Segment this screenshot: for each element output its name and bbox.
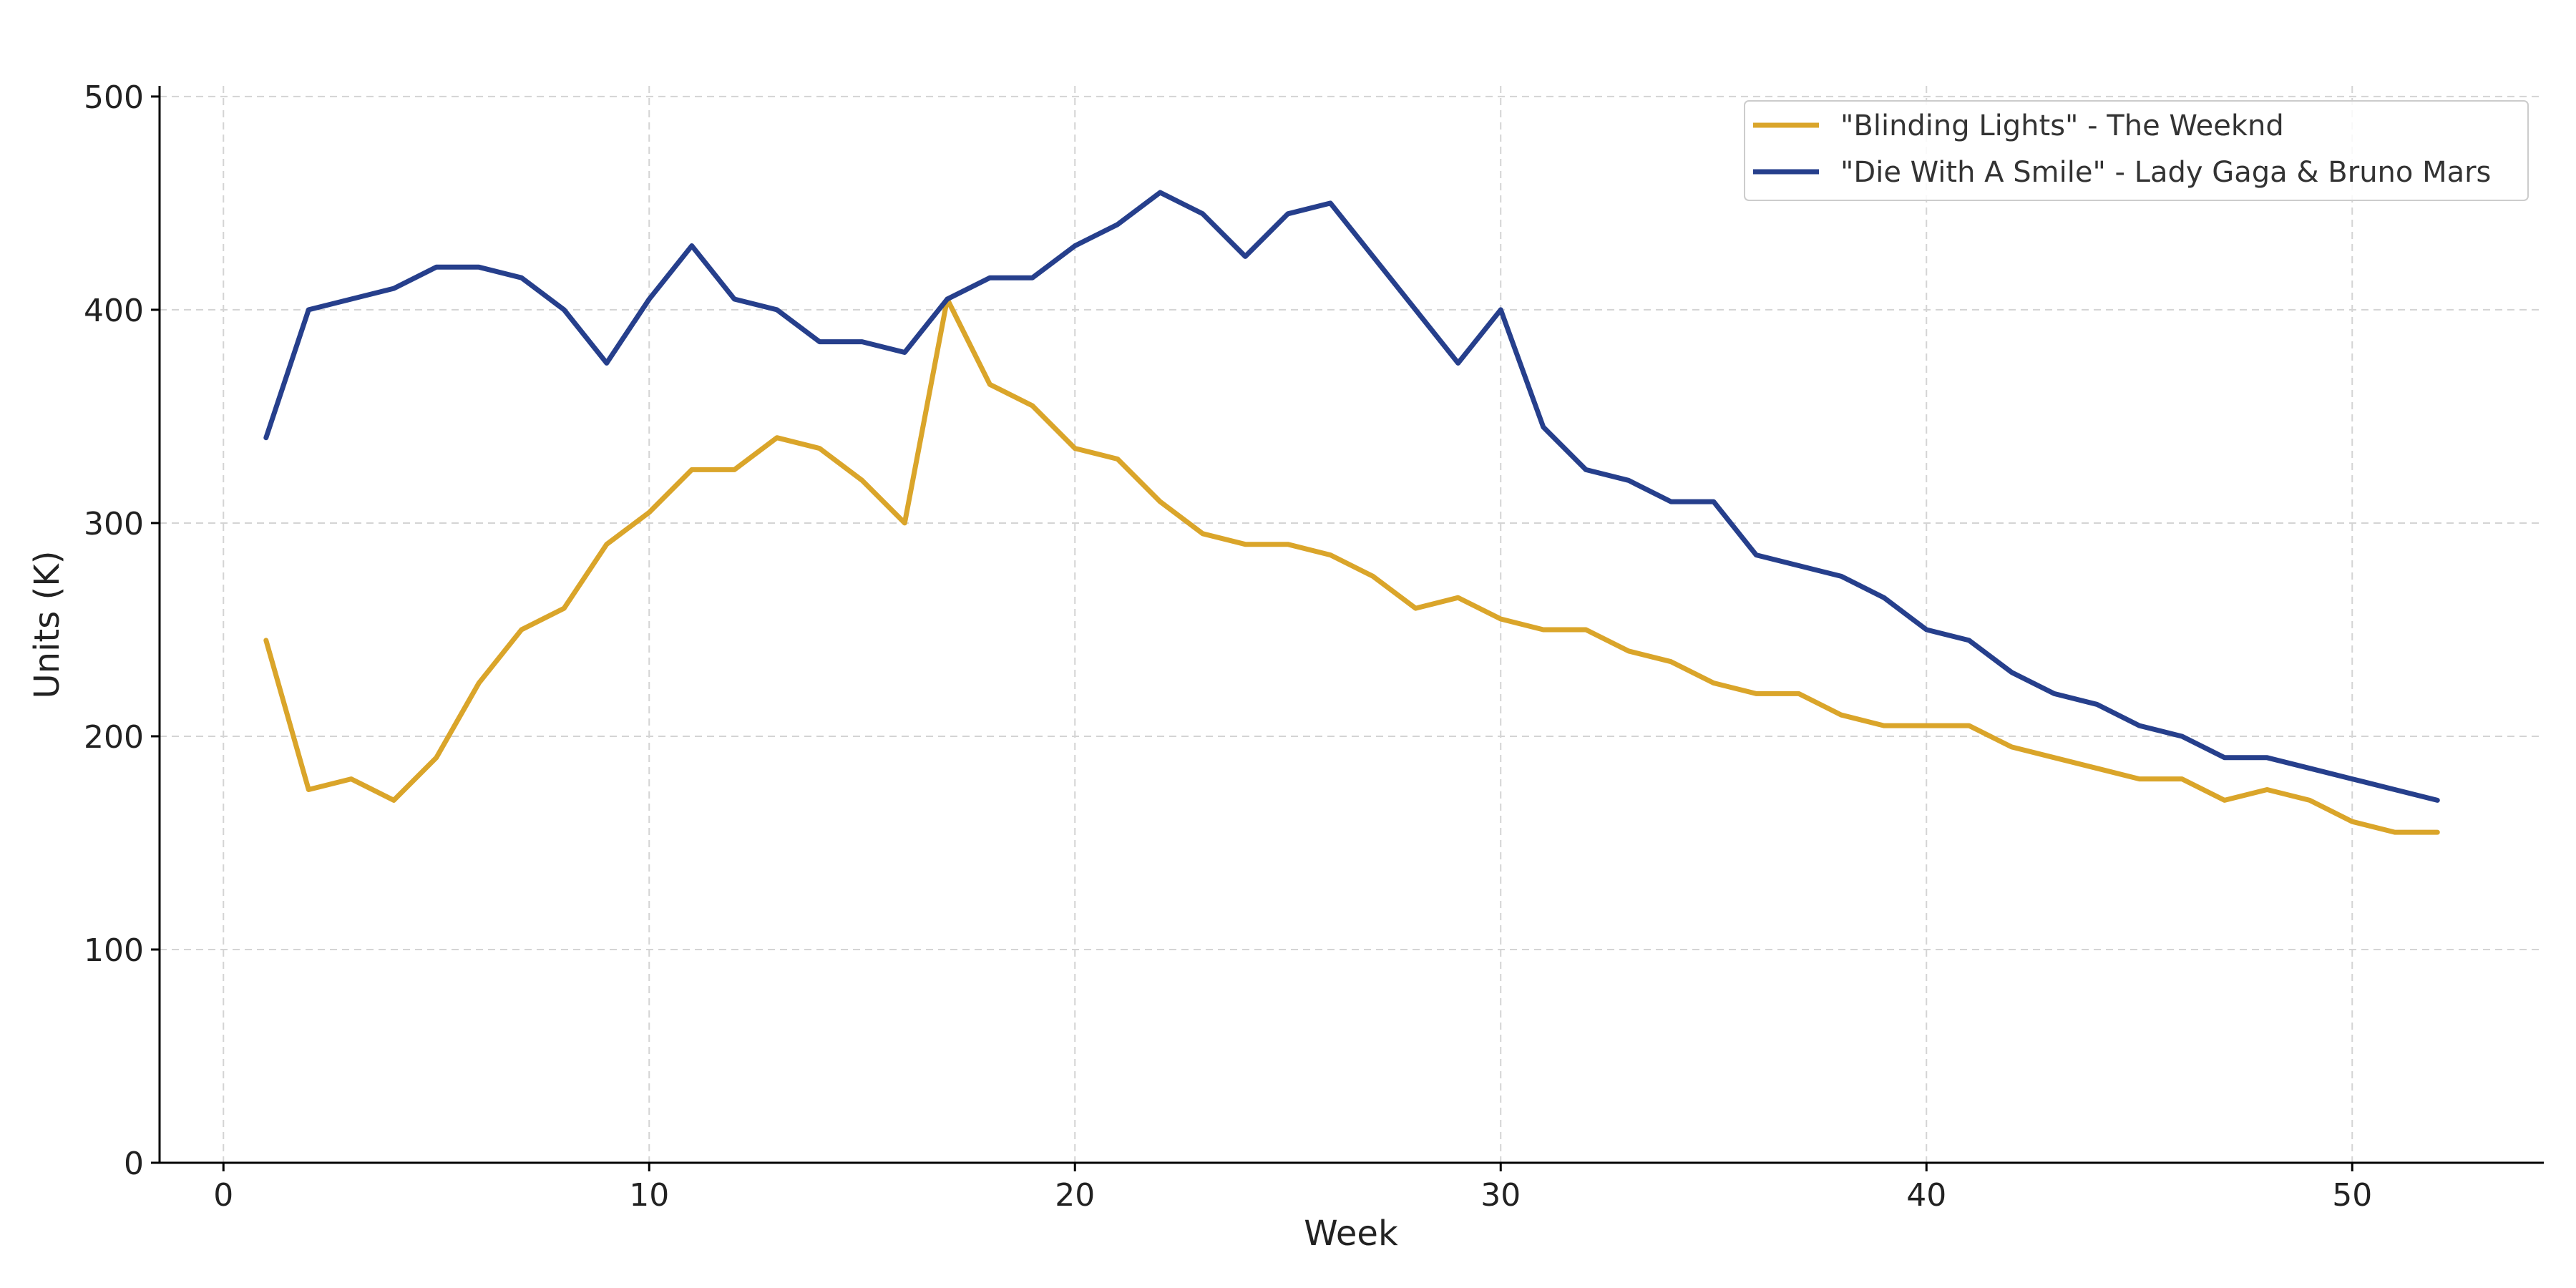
y-tick-label: 500: [84, 79, 144, 116]
x-axis-label: Week: [1304, 1214, 1398, 1254]
legend-label-blinding-lights: "Blinding Lights" - The Weeknd: [1840, 109, 2284, 142]
y-tick-label: 0: [124, 1146, 144, 1182]
x-tick-label: 50: [2332, 1177, 2372, 1214]
x-tick-label: 10: [629, 1177, 669, 1214]
y-tick-label: 400: [84, 293, 144, 329]
legend-label-die-with-a-smile: "Die With A Smile" - Lady Gaga & Bruno M…: [1840, 156, 2491, 189]
x-tick-label: 40: [1906, 1177, 1946, 1214]
grid: [160, 86, 2544, 1163]
y-axis-label: Units (K): [27, 551, 67, 699]
y-tick-label: 200: [84, 719, 144, 756]
y-tick-label: 300: [84, 506, 144, 542]
x-tick-label: 0: [213, 1177, 233, 1214]
legend-frame: [1744, 100, 2529, 201]
series-line-0: [263, 296, 2440, 835]
axes: [158, 86, 2544, 1164]
series-line-1: [263, 190, 2440, 803]
x-tick-label: 30: [1480, 1177, 1521, 1214]
series-lines: [263, 190, 2440, 835]
y-tick-label: 100: [84, 932, 144, 969]
x-tick-label: 20: [1055, 1177, 1095, 1214]
legend: "Blinding Lights" - The Weeknd "Die With…: [1744, 100, 2529, 201]
